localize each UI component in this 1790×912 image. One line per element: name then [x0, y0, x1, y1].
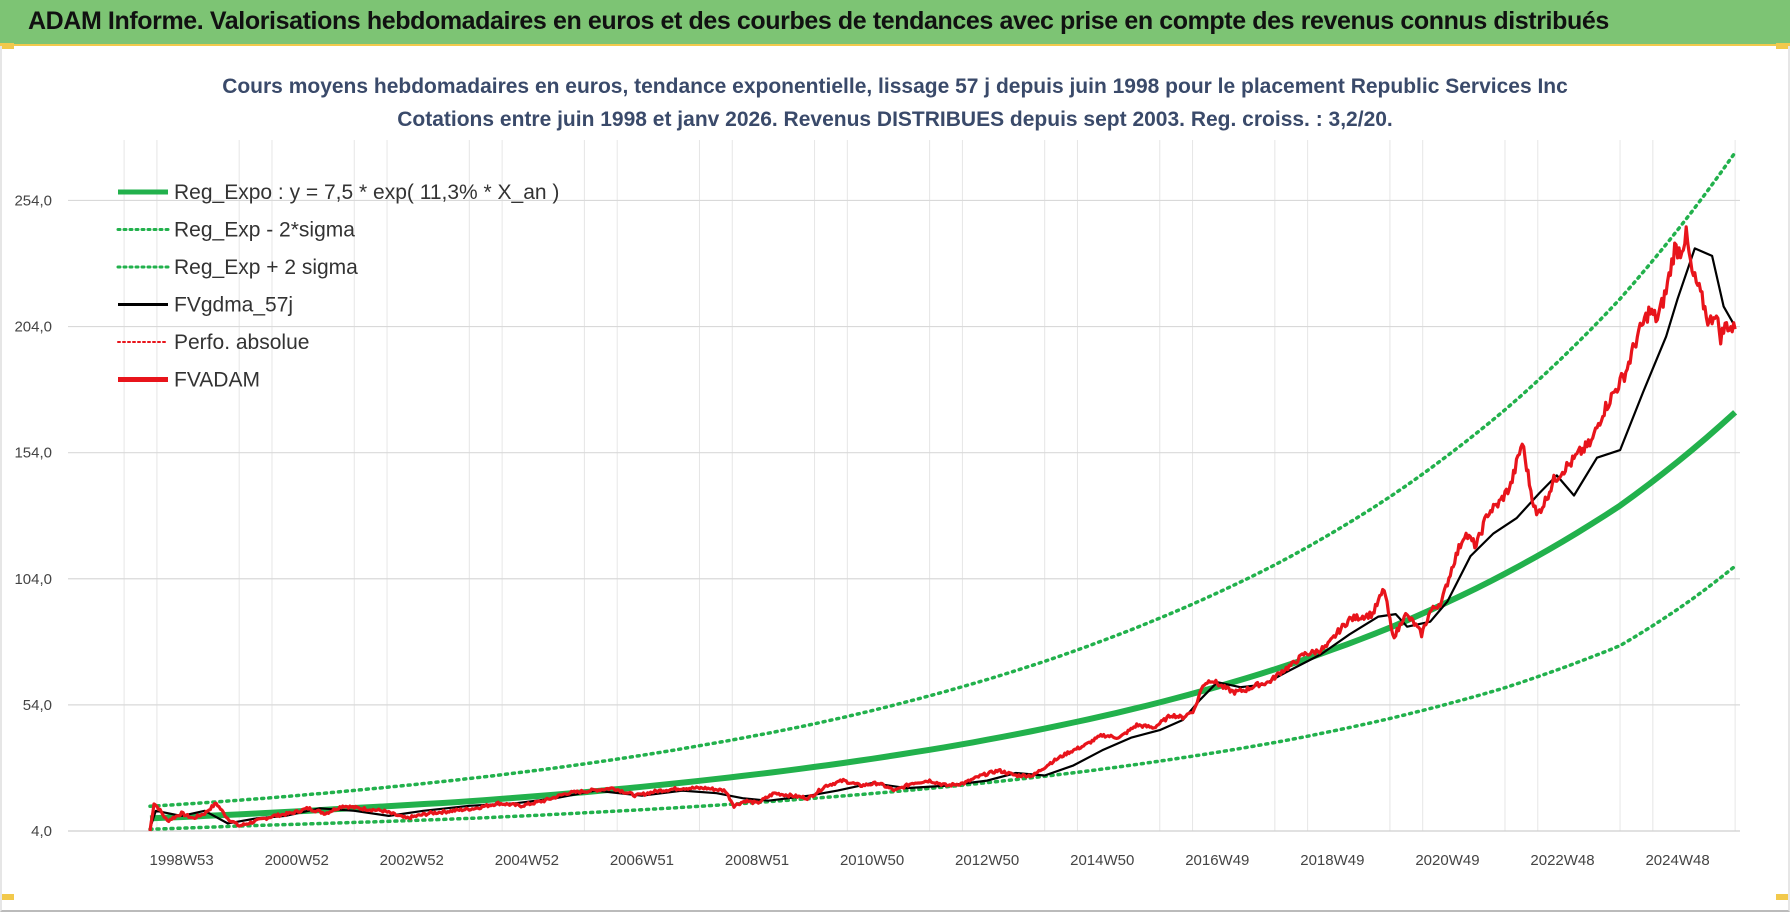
legend-label: Reg_Expo : y = 7,5 * exp( 11,3% * X_an )	[174, 181, 559, 204]
x-tick-label: 2016W49	[1185, 852, 1249, 869]
x-tick-label: 2006W51	[610, 852, 674, 869]
chart-frame	[0, 46, 1790, 912]
header-bar: ADAM Informe. Valorisations hebdomadaire…	[0, 0, 1790, 46]
legend-label: Reg_Exp + 2 sigma	[174, 256, 358, 279]
series-group	[148, 150, 1738, 832]
y-tick-label: 4,0	[31, 823, 52, 840]
corner-marker-right	[1776, 43, 1790, 49]
y-tick-label: 104,0	[14, 571, 52, 588]
series-line-reg-expo	[149, 410, 1738, 822]
legend-label: Perfo. absolue	[174, 331, 309, 354]
x-tick-label: 2018W49	[1300, 852, 1364, 869]
legend: Reg_Expo : y = 7,5 * exp( 11,3% * X_an )…	[116, 181, 559, 392]
legend-label: FVgdma_57j	[174, 294, 293, 317]
legend-label: FVADAM	[174, 369, 260, 392]
y-tick-label: 204,0	[14, 319, 52, 336]
y-tick-label: 54,0	[23, 697, 52, 714]
series-line-fvadam	[148, 225, 1737, 832]
page-title: ADAM Informe. Valorisations hebdomadaire…	[28, 7, 1609, 35]
corner-marker-left	[0, 43, 14, 49]
corner-marker-bottom-right	[1776, 894, 1790, 900]
x-tick-label: 2022W48	[1530, 852, 1594, 869]
x-tick-label: 2004W52	[495, 852, 559, 869]
x-tick-label: 2010W50	[840, 852, 904, 869]
series-line-reg-exp-2-sigma	[148, 564, 1737, 831]
x-tick-label: 2020W49	[1415, 852, 1479, 869]
x-tick-label: 2008W51	[725, 852, 789, 869]
x-tick-label: 2014W50	[1070, 852, 1134, 869]
series-line-reg-exp-2-sigma	[148, 150, 1737, 809]
series-line-fvgdma-57j	[148, 247, 1737, 829]
x-tick-label: 2002W52	[380, 852, 444, 869]
x-tick-label: 2000W52	[265, 852, 329, 869]
legend-label: Reg_Exp - 2*sigma	[174, 219, 355, 242]
chart-title-line-1: Cours moyens hebdomadaires en euros, ten…	[222, 75, 1568, 98]
y-tick-label: 154,0	[14, 445, 52, 462]
x-tick-label: 1998W53	[150, 852, 214, 869]
x-tick-label: 2024W48	[1645, 852, 1709, 869]
y-tick-label: 254,0	[14, 192, 52, 209]
grid	[68, 140, 1740, 832]
chart-title-line-2: Cotations entre juin 1998 et janv 2026. …	[397, 108, 1393, 131]
corner-marker-bottom-left	[0, 894, 14, 900]
x-tick-label: 2012W50	[955, 852, 1019, 869]
axes: 4,0 54,0 104,0 154,0 204,0 254,0 1998W53 2000W5…	[14, 192, 1709, 869]
